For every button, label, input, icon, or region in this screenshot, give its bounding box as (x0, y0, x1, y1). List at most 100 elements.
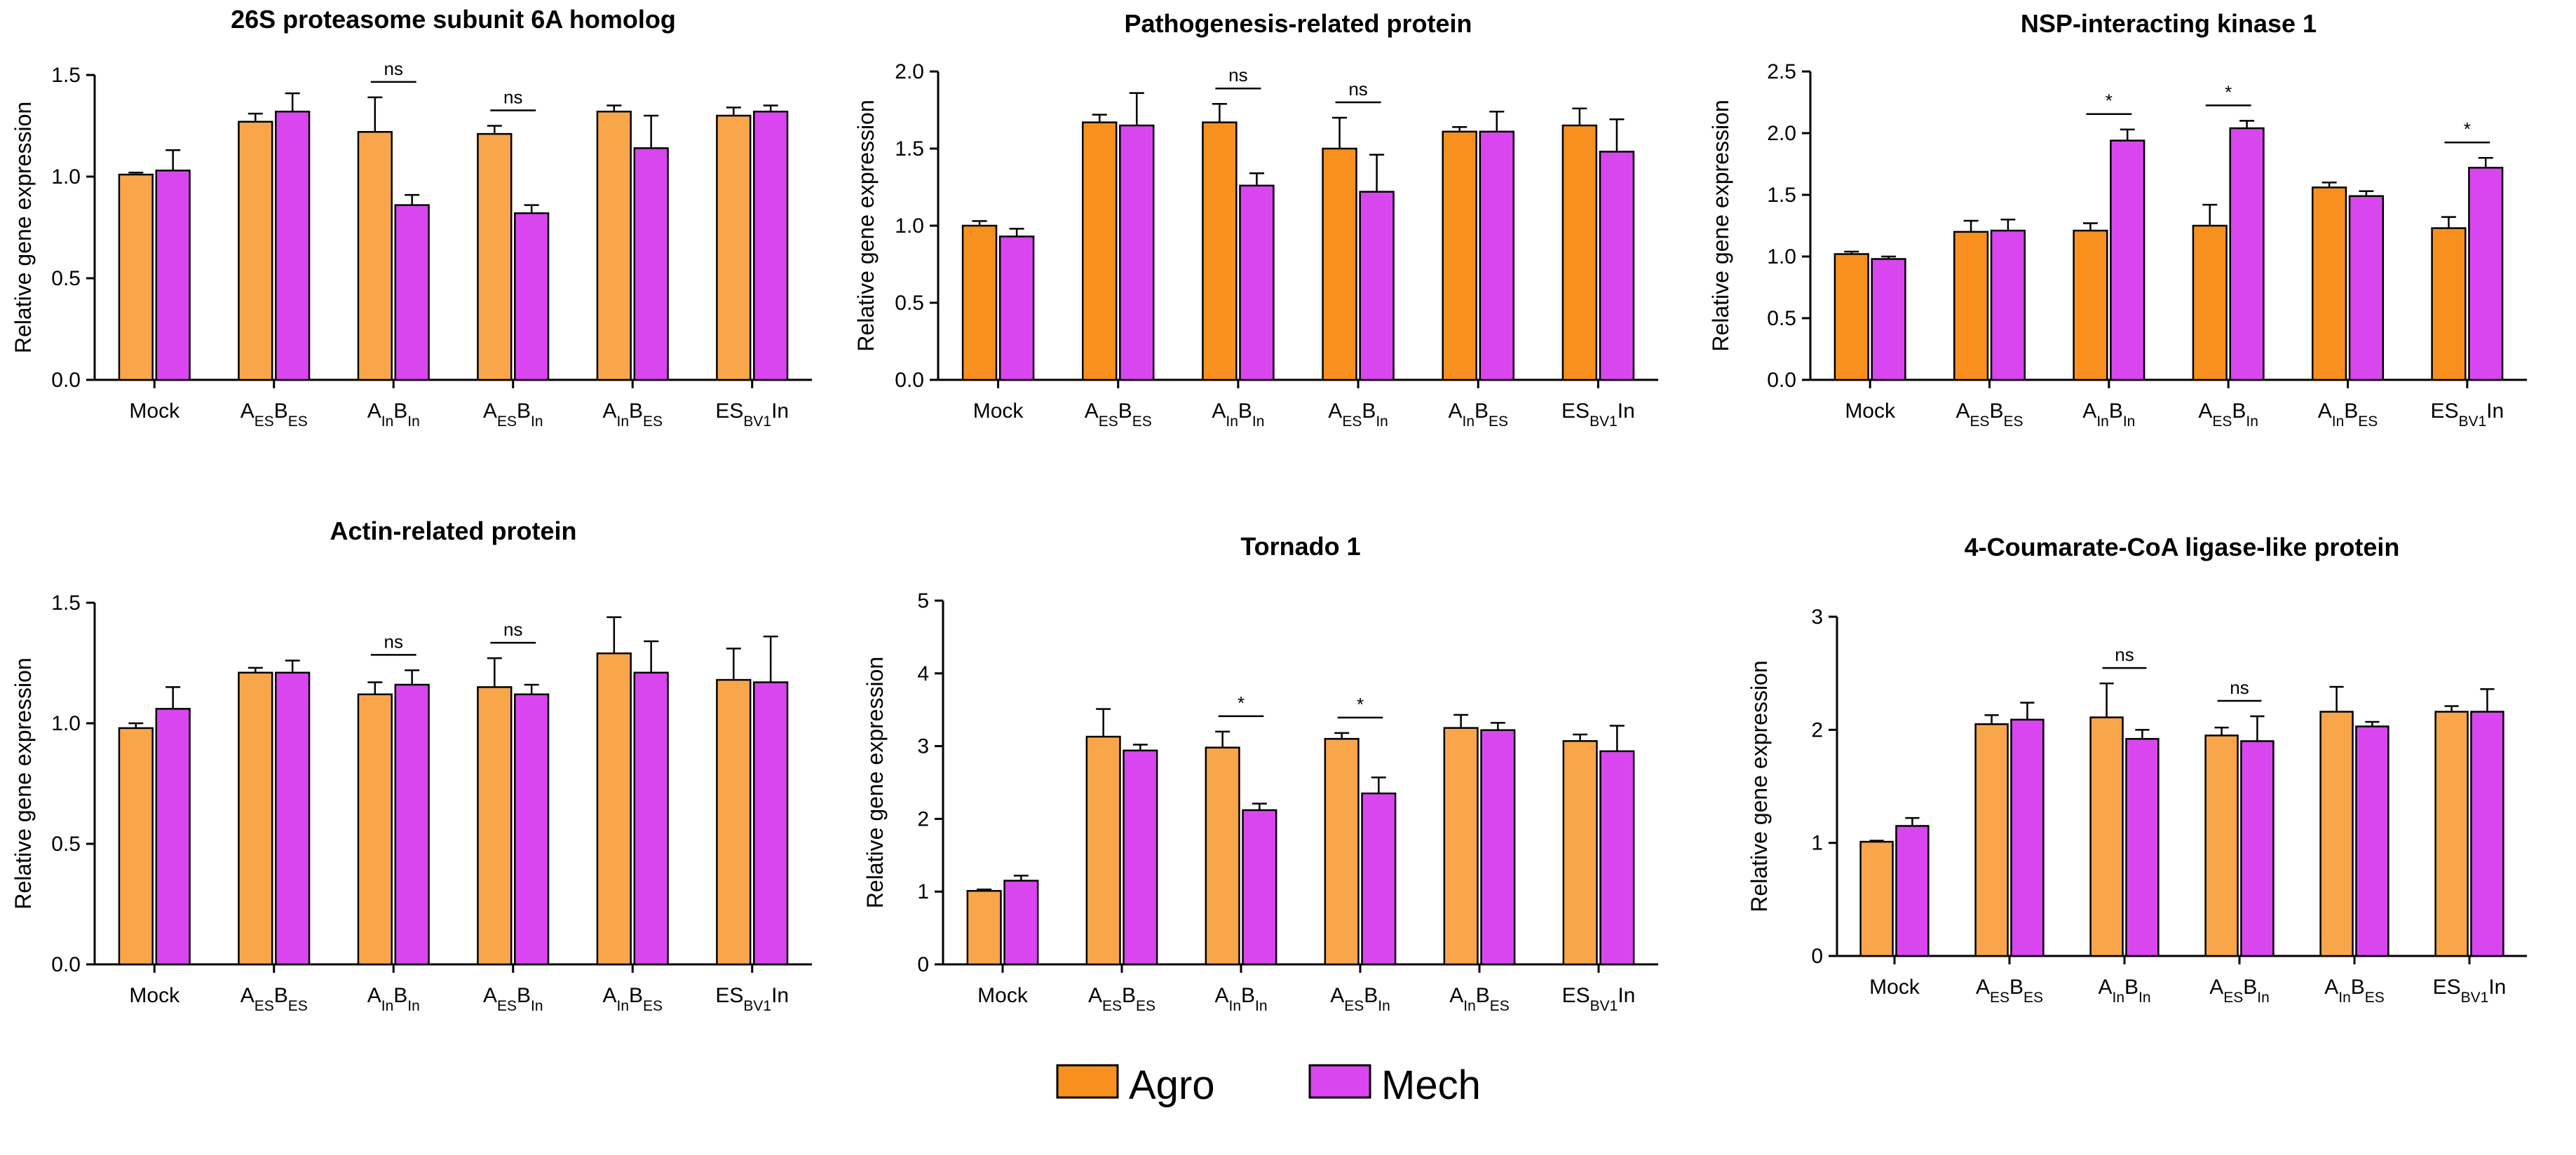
x-tick-label: Mock (973, 399, 1024, 423)
bar-agro-3 (2073, 229, 2108, 381)
bar-mech-2 (275, 671, 311, 966)
bar-agro-3 (357, 693, 393, 966)
x-tick-label: AInBES (1448, 399, 1508, 430)
x-tick-label: ESBV1In (715, 399, 789, 430)
bar-mech-6 (1599, 151, 1635, 381)
bar-agro-4 (1322, 147, 1357, 381)
legend-label-mech: Mech (1381, 1062, 1481, 1108)
y-tick-label: 1 (917, 880, 929, 903)
y-tick-label: 1.5 (51, 64, 81, 87)
bar-mech-1 (1895, 825, 1930, 957)
bar-agro-2 (1953, 231, 1989, 381)
bar-agro-5 (1443, 727, 1479, 966)
bar-agro-3 (1202, 121, 1238, 381)
bar-agro-5 (596, 110, 632, 381)
bar-mech-4 (2240, 740, 2275, 957)
x-tick-label: ESBV1In (2433, 976, 2507, 1006)
bar-agro-1 (966, 889, 1002, 966)
bar-agro-6 (2431, 227, 2467, 381)
y-axis-label: Relative gene expression (11, 102, 36, 353)
x-tick-label: Mock (977, 984, 1029, 1007)
bar-agro-2 (238, 121, 273, 381)
x-tick-label: AESBIn (483, 984, 543, 1014)
x-tick-label: AESBES (1976, 976, 2043, 1006)
bar-agro-2 (238, 671, 273, 966)
x-tick-label: Mock (129, 984, 180, 1007)
bar-mech-2 (1119, 124, 1155, 381)
legend: Agro Mech (1056, 1062, 1481, 1108)
bar-mech-6 (1599, 750, 1635, 966)
y-tick-label: 1 (1811, 832, 1823, 855)
significance-label: * (2106, 90, 2113, 111)
significance-label: * (1238, 692, 1245, 713)
y-tick-label: 0.0 (51, 369, 81, 392)
y-tick-label: 0.5 (895, 292, 924, 315)
bar-mech-6 (753, 681, 789, 966)
chart-3: NSP-interacting kinase 1 Relative gene ex… (1708, 9, 2527, 430)
y-tick-label: 3 (1811, 606, 1823, 629)
significance-label: ns (1228, 64, 1247, 86)
y-tick-label: 0.5 (51, 267, 81, 290)
x-tick-label: AInBES (602, 984, 663, 1014)
x-tick-label: AInBIn (2098, 976, 2150, 1006)
bar-agro-1 (961, 224, 998, 381)
bar-agro-3 (1205, 746, 1240, 966)
x-tick-label: ESBV1In (1561, 399, 1635, 430)
legend-label-agro: Agro (1129, 1062, 1215, 1108)
bar-agro-2 (1974, 723, 2009, 957)
bar-agro-2 (1082, 121, 1118, 381)
x-tick-label: AESBES (1085, 399, 1152, 430)
y-tick-label: 2 (917, 807, 929, 831)
bar-mech-1 (155, 708, 191, 966)
x-tick-label: AInBIn (1212, 399, 1264, 430)
legend-swatch-mech (1308, 1064, 1371, 1099)
y-tick-label: 1.5 (895, 137, 924, 160)
bar-agro-5 (2312, 186, 2347, 381)
bar-mech-3 (2110, 139, 2145, 381)
x-tick-label: AESBIn (1328, 399, 1388, 430)
y-tick-label: 2.0 (895, 60, 924, 83)
bar-agro-5 (2319, 711, 2354, 957)
x-tick-label: ESBV1In (1562, 984, 1636, 1014)
significance-label: ns (384, 631, 403, 652)
significance-label: ns (384, 58, 403, 79)
significance-label: ns (2230, 677, 2249, 698)
x-tick-label: AInBES (2324, 976, 2385, 1006)
bar-agro-6 (1562, 740, 1598, 966)
bar-mech-5 (1480, 729, 1516, 966)
bar-agro-5 (596, 652, 632, 966)
bar-mech-3 (2125, 737, 2160, 957)
x-tick-label: AESBIn (2209, 976, 2270, 1006)
significance-label: * (2225, 81, 2232, 102)
bar-agro-4 (2204, 734, 2239, 957)
bar-mech-2 (275, 110, 311, 381)
significance-label: * (1357, 694, 1364, 715)
y-tick-label: 3 (917, 735, 929, 758)
x-tick-label: Mock (129, 399, 180, 423)
y-tick-label: 2.0 (1767, 122, 1796, 145)
y-axis-label: Relative gene expression (862, 657, 888, 908)
chart-2: Pathogenesis-related protein Relative gen… (853, 9, 1658, 430)
bar-mech-3 (394, 204, 430, 381)
bar-agro-6 (2434, 711, 2469, 957)
bar-mech-3 (1242, 809, 1277, 966)
y-tick-label: 5 (917, 589, 929, 613)
bar-agro-5 (1442, 130, 1477, 381)
y-tick-label: 1.0 (895, 214, 924, 238)
bar-mech-6 (2468, 167, 2504, 381)
x-tick-label: Mock (1869, 976, 1920, 999)
y-tick-label: 2.5 (1767, 60, 1796, 83)
x-tick-label: ESBV1In (715, 984, 789, 1014)
bar-agro-2 (1085, 735, 1121, 966)
bar-mech-1 (155, 170, 191, 381)
bar-agro-6 (716, 678, 752, 966)
y-axis-label: Relative gene expression (1747, 660, 1772, 912)
chart-title: Actin-related protein (330, 517, 576, 545)
chart-4: Actin-related protein Relative gene expre… (11, 517, 812, 1014)
significance-label: ns (2115, 644, 2134, 665)
y-tick-label: 0 (1811, 945, 1823, 968)
bar-agro-3 (2089, 716, 2124, 957)
x-tick-label: AESBES (1088, 984, 1155, 1014)
bar-mech-5 (2348, 195, 2384, 381)
